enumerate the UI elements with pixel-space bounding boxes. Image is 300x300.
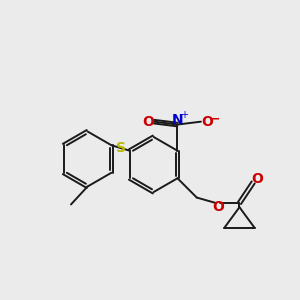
Text: O: O — [142, 115, 154, 129]
Text: +: + — [180, 110, 188, 120]
Text: O: O — [212, 200, 224, 214]
Text: O: O — [201, 115, 213, 129]
Text: S: S — [116, 141, 126, 155]
Text: −: − — [210, 112, 220, 125]
Text: O: O — [251, 172, 263, 186]
Text: N: N — [172, 113, 183, 127]
